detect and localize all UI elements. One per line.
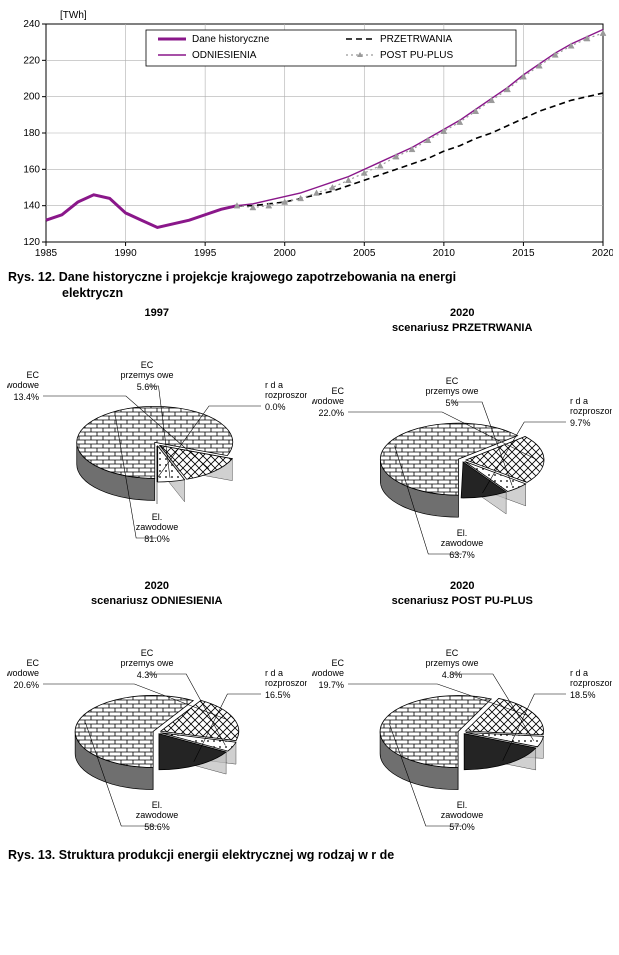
svg-text:81.0%: 81.0% [144,534,170,544]
svg-text:rozproszone: rozproszone [570,678,612,688]
svg-text:1990: 1990 [114,248,137,259]
svg-text:PRZETRWANIA: PRZETRWANIA [380,34,453,45]
svg-text:2000: 2000 [274,248,297,259]
svg-text:El.: El. [457,800,468,810]
svg-text:2005: 2005 [353,248,376,259]
svg-text:rozproszone: rozproszone [265,390,307,400]
figure-13-caption-line1: Rys. 13. Struktura produkcji energii ele… [8,848,394,862]
svg-text:zawodowe: zawodowe [135,522,178,532]
svg-text:20.6%: 20.6% [13,680,39,690]
svg-text:przemys owe: przemys owe [120,370,173,380]
svg-text:58.6%: 58.6% [144,822,170,832]
svg-text:zawodowe: zawodowe [7,668,39,678]
svg-text:220: 220 [23,55,40,66]
svg-text:EC: EC [140,360,153,370]
svg-text:przemys owe: przemys owe [120,658,173,668]
svg-text:rozproszone: rozproszone [570,406,612,416]
pie-subtitle: scenariusz PRZETRWANIA [312,322,614,335]
svg-text:63.7%: 63.7% [449,550,475,560]
svg-text:zawodowe: zawodowe [441,538,484,548]
svg-text:9.7%: 9.7% [570,418,591,428]
svg-text:r d a: r d a [265,380,283,390]
svg-text:r d a: r d a [570,396,588,406]
svg-text:przemys owe: przemys owe [426,658,479,668]
pie-2020-odniesienia: 2020 scenariusz ODNIESIENIA El.zawodowe5… [6,580,308,842]
svg-text:1995: 1995 [194,248,217,259]
svg-text:18.5%: 18.5% [570,690,596,700]
svg-text:120: 120 [23,237,40,248]
svg-text:2015: 2015 [512,248,535,259]
svg-text:zawodowe: zawodowe [441,810,484,820]
line-chart: 120 140 160 180 200 220 240 1985 1990 1995 2000 200… [6,4,613,264]
pie-subtitle: scenariusz POST PU-PLUS [312,595,614,608]
svg-text:2010: 2010 [433,248,456,259]
svg-text:EC: EC [26,370,39,380]
svg-text:[TWh]: [TWh] [60,10,87,21]
svg-text:180: 180 [23,128,40,139]
svg-text:r d a: r d a [570,668,588,678]
svg-text:4.3%: 4.3% [136,670,157,680]
svg-text:EC: EC [26,658,39,668]
pie-title: 1997 [6,307,308,320]
figure-12-caption-line1: Rys. 12. Dane historyczne i projekcje kr… [8,270,456,284]
svg-text:r d a: r d a [265,668,283,678]
svg-text:19.7%: 19.7% [319,680,345,690]
svg-text:13.4%: 13.4% [13,392,39,402]
svg-text:200: 200 [23,92,40,103]
svg-text:POST PU-PLUS: POST PU-PLUS [380,50,453,61]
figure-13-caption: Rys. 13. Struktura produkcji energii ele… [6,848,613,864]
svg-text:5%: 5% [446,398,459,408]
svg-text:rozproszone: rozproszone [265,678,307,688]
svg-text:EC: EC [332,386,345,396]
pie-subtitle: scenariusz ODNIESIENIA [6,595,308,608]
pie-title: 2020 [312,580,614,593]
svg-text:0.0%: 0.0% [265,402,286,412]
svg-text:EC: EC [332,658,345,668]
svg-text:4.8%: 4.8% [442,670,463,680]
svg-text:57.0%: 57.0% [449,822,475,832]
svg-text:240: 240 [23,19,40,30]
pie-1997: 1997 El.zawodowe81.0%ECzawodowe13.4%ECpr… [6,307,308,569]
svg-text:2020: 2020 [592,248,613,259]
svg-text:EC: EC [446,376,459,386]
svg-text:EC: EC [140,648,153,658]
svg-text:1985: 1985 [35,248,58,259]
svg-text:22.0%: 22.0% [319,408,345,418]
pie-title: 2020 [312,307,614,320]
pie-2020-przetrwania: 2020 scenariusz PRZETRWANIA El.zawodowe6… [312,307,614,569]
pie-charts-grid: 1997 El.zawodowe81.0%ECzawodowe13.4%ECpr… [6,307,613,842]
figure-12-caption-line2: elektryczn [8,286,611,302]
svg-text:16.5%: 16.5% [265,690,291,700]
svg-text:160: 160 [23,164,40,175]
svg-text:140: 140 [23,201,40,212]
svg-text:zawodowe: zawodowe [135,810,178,820]
svg-text:Dane historyczne: Dane historyczne [192,34,270,45]
svg-text:zawodowe: zawodowe [312,668,344,678]
pie-2020-post-pu-plus: 2020 scenariusz POST PU-PLUS El.zawodowe… [312,580,614,842]
svg-text:El.: El. [151,800,162,810]
svg-text:El.: El. [457,528,468,538]
svg-text:5.6%: 5.6% [136,382,157,392]
svg-text:El.: El. [151,512,162,522]
pie-title: 2020 [6,580,308,593]
svg-text:ODNIESIENIA: ODNIESIENIA [192,50,257,61]
svg-text:EC: EC [446,648,459,658]
svg-text:zawodowe: zawodowe [312,396,344,406]
svg-text:zawodowe: zawodowe [7,380,39,390]
figure-12-caption: Rys. 12. Dane historyczne i projekcje kr… [6,270,613,301]
svg-text:przemys owe: przemys owe [426,386,479,396]
